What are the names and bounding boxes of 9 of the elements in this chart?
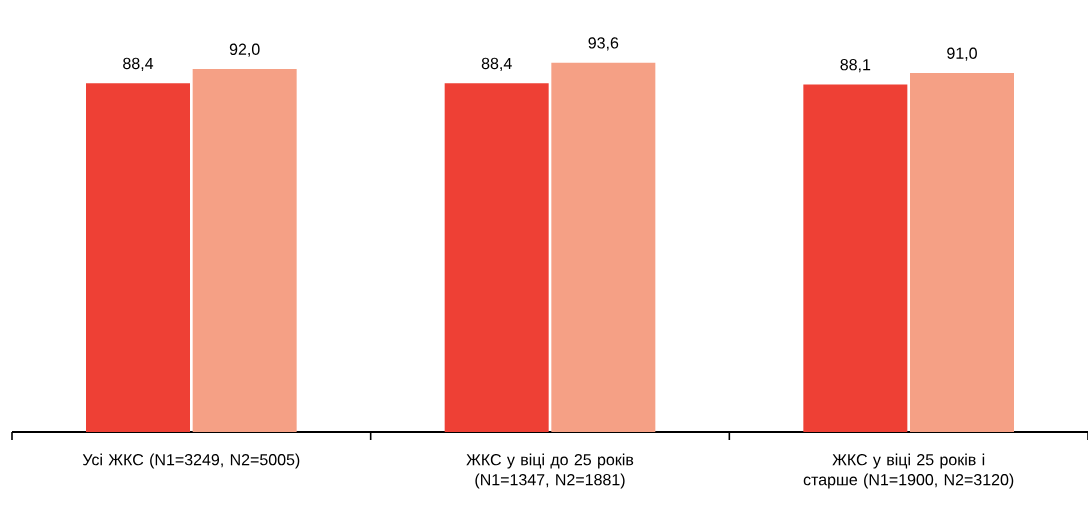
x-tick-label: ЖКС у віці 25 років і старше (N1=1900, N2=3120) <box>803 453 1014 489</box>
data-label: 88,1 <box>840 58 871 73</box>
data-label: 91,0 <box>947 47 977 61</box>
x-tick-label: ЖКС у віці до 25 років (N1=1347, N2=1881) <box>466 453 634 489</box>
x-tick-label: Усі ЖКС (N1=3249, N2=5005) <box>82 453 300 469</box>
data-label: 93,6 <box>588 37 619 51</box>
data-label: 88,4 <box>123 57 154 72</box>
data-label: 88,4 <box>481 57 512 72</box>
data-label: 92,0 <box>229 43 260 57</box>
